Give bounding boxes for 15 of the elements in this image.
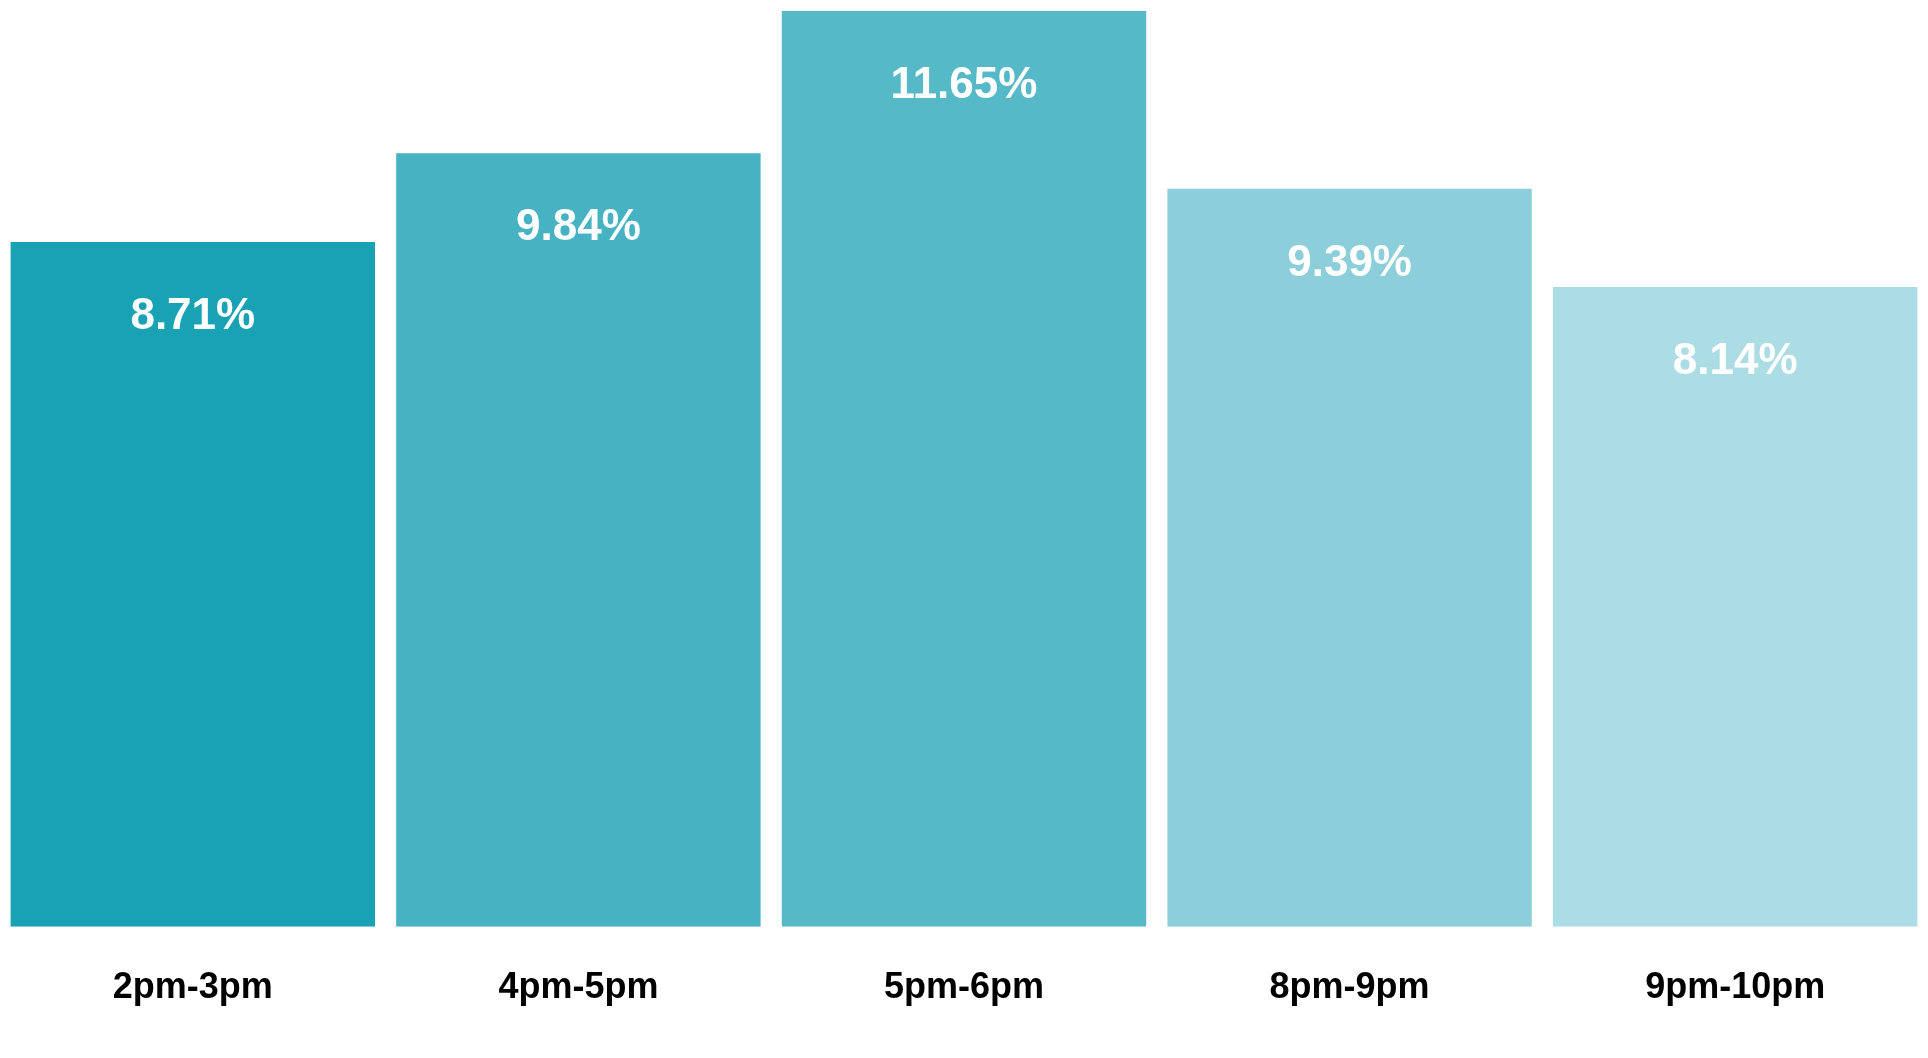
- x-tick-label: 9pm-10pm: [1645, 965, 1826, 1007]
- bar: [10, 242, 375, 927]
- bar: [396, 153, 761, 927]
- data-label: 9.84%: [516, 200, 641, 250]
- data-label: 9.39%: [1287, 235, 1412, 285]
- data-label: 8.14%: [1672, 334, 1798, 384]
- data-label: 11.65%: [890, 58, 1038, 108]
- data-label: 8.71%: [130, 289, 256, 339]
- x-tick-label: 8pm-9pm: [1269, 965, 1430, 1007]
- bar: [781, 11, 1147, 927]
- x-tick-label: 2pm-3pm: [112, 965, 273, 1007]
- x-tick-label: 4pm-5pm: [498, 965, 659, 1007]
- bar: [1167, 188, 1532, 927]
- bar: [1553, 286, 1918, 927]
- x-tick-label: 5pm-6pm: [883, 965, 1045, 1007]
